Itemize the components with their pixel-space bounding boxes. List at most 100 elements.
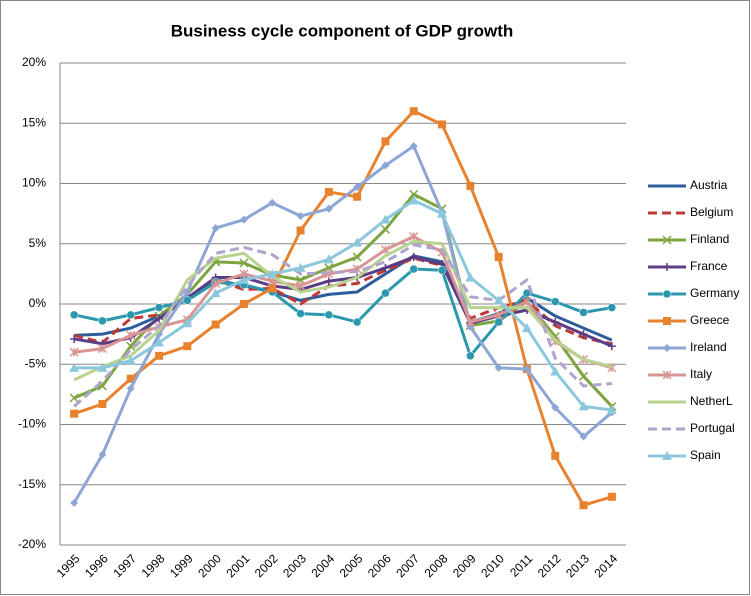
y-tick-label: -20%	[18, 537, 46, 551]
legend-label: Austria	[690, 178, 728, 192]
marker	[494, 363, 503, 372]
marker	[69, 310, 79, 320]
marker	[408, 195, 419, 205]
y-tick-label: -15%	[18, 477, 46, 491]
marker	[607, 303, 617, 312]
y-tick-label: -5%	[25, 356, 47, 370]
marker	[409, 264, 418, 274]
marker	[466, 181, 475, 190]
marker	[551, 297, 560, 306]
marker	[466, 351, 475, 361]
marker	[409, 107, 418, 116]
marker	[606, 405, 617, 415]
marker	[296, 281, 306, 291]
marker	[551, 451, 560, 460]
marker	[579, 432, 588, 441]
marker	[662, 289, 672, 299]
series-line	[73, 255, 613, 348]
marker	[126, 310, 135, 320]
marker	[324, 277, 333, 286]
marker	[70, 334, 79, 343]
marker	[323, 254, 334, 264]
marker	[409, 231, 419, 242]
marker	[381, 263, 390, 272]
marker	[324, 187, 333, 196]
series-line	[73, 243, 612, 408]
marker	[522, 365, 531, 374]
marker	[154, 303, 164, 312]
marker	[211, 320, 220, 329]
marker	[97, 344, 107, 354]
marker	[210, 288, 221, 298]
series	[73, 243, 612, 408]
marker	[126, 384, 135, 393]
legend-label: France	[690, 259, 728, 273]
marker	[380, 214, 391, 224]
marker	[409, 253, 418, 262]
marker	[663, 263, 671, 271]
marker	[380, 224, 390, 234]
marker	[437, 266, 447, 275]
y-tick-label: 10%	[22, 176, 46, 190]
marker	[663, 344, 671, 352]
marker	[98, 450, 107, 459]
marker	[465, 272, 476, 282]
series-line	[73, 267, 613, 358]
series	[70, 107, 616, 510]
y-tick-label: 5%	[29, 236, 47, 250]
marker	[437, 208, 448, 218]
marker	[607, 492, 616, 501]
legend-label: Spain	[690, 448, 721, 462]
marker	[579, 371, 589, 381]
marker	[70, 409, 79, 418]
series-line	[73, 239, 613, 382]
marker	[381, 288, 390, 298]
legend-label: Germany	[690, 286, 739, 300]
marker	[69, 393, 79, 403]
marker	[493, 295, 504, 305]
marker	[267, 268, 278, 278]
marker	[211, 278, 221, 289]
marker	[607, 342, 616, 351]
marker	[550, 366, 561, 376]
series-line	[73, 109, 613, 507]
marker	[155, 314, 164, 323]
marker	[324, 204, 333, 213]
marker	[69, 347, 79, 357]
chart-title: Business cycle component of GDP growth	[171, 21, 514, 40]
legend-label: Greece	[690, 313, 730, 327]
marker	[579, 501, 588, 510]
marker	[295, 262, 306, 272]
series	[73, 239, 613, 382]
marker	[662, 370, 672, 380]
marker	[98, 316, 107, 326]
y-tick-label: 15%	[22, 115, 46, 129]
legend-label: NetherL	[690, 394, 733, 408]
marker	[409, 189, 419, 199]
legend-label: Finland	[690, 232, 729, 246]
marker	[380, 245, 390, 255]
marker	[662, 451, 672, 460]
marker	[69, 362, 80, 372]
marker	[70, 498, 79, 507]
marker	[182, 318, 193, 328]
marker	[155, 351, 164, 360]
marker	[126, 330, 136, 340]
y-tick-label: -10%	[18, 417, 46, 431]
marker	[296, 212, 305, 221]
marker	[352, 252, 362, 262]
marker	[268, 198, 277, 207]
marker	[324, 310, 334, 320]
marker	[211, 224, 220, 233]
series	[69, 195, 617, 415]
marker	[578, 401, 589, 411]
marker	[352, 237, 363, 247]
marker	[239, 300, 248, 308]
marker	[381, 161, 390, 170]
marker	[238, 274, 249, 284]
series-line	[74, 198, 613, 412]
marker	[268, 284, 277, 293]
marker	[494, 253, 503, 262]
marker	[381, 137, 390, 146]
